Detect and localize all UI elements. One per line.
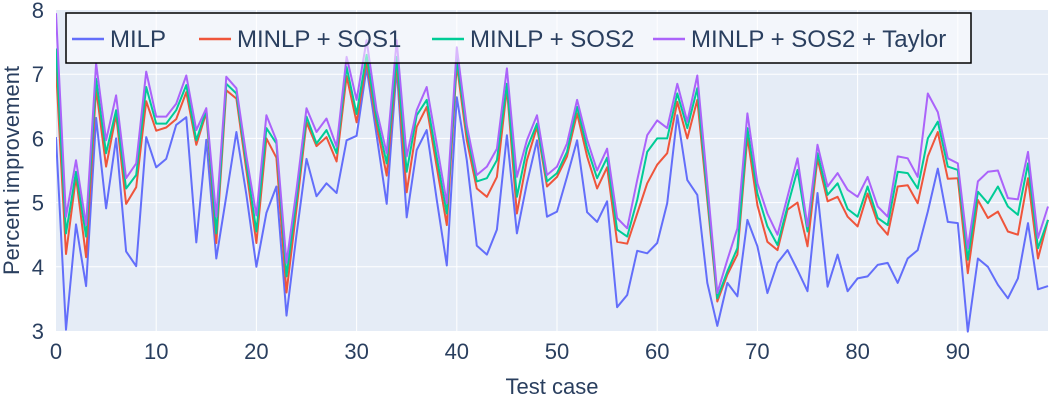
x-tick-label: 40 bbox=[445, 339, 469, 364]
y-tick-label: 4 bbox=[32, 255, 44, 280]
legend-label: MINLP + SOS2 bbox=[470, 26, 634, 53]
y-tick-label: 7 bbox=[32, 62, 44, 87]
legend-item[interactable]: MINLP + SOS2 + Taylor bbox=[653, 26, 946, 53]
x-tick-label: 30 bbox=[344, 339, 368, 364]
y-axis-ticks: 3 4 5 6 7 8 bbox=[32, 0, 44, 344]
legend-item[interactable]: MINLP + SOS1 bbox=[199, 26, 401, 53]
series-line-0 bbox=[56, 66, 1049, 333]
x-tick-label: 10 bbox=[144, 339, 168, 364]
x-axis-ticks: 0 10 20 30 40 50 60 70 80 90 bbox=[50, 339, 970, 364]
legend-label: MINLP + SOS1 bbox=[237, 26, 401, 53]
legend: MILP MINLP + SOS1 MINLP + SOS2 MINLP + SOS2… bbox=[65, 12, 972, 64]
x-tick-label: 70 bbox=[745, 339, 769, 364]
x-tick-label: 50 bbox=[545, 339, 569, 364]
x-tick-label: 20 bbox=[244, 339, 268, 364]
y-tick-label: 5 bbox=[32, 191, 44, 216]
legend-item[interactable]: MINLP + SOS2 bbox=[432, 26, 634, 53]
x-axis-title: Test case bbox=[506, 374, 599, 399]
y-tick-label: 3 bbox=[32, 319, 44, 344]
series-lines bbox=[56, 13, 1049, 333]
x-tick-label: 90 bbox=[946, 339, 970, 364]
x-tick-label: 0 bbox=[50, 339, 62, 364]
y-axis-title: Percent improvement bbox=[0, 66, 24, 275]
x-tick-label: 60 bbox=[645, 339, 669, 364]
legend-label: MINLP + SOS2 + Taylor bbox=[691, 26, 946, 53]
y-tick-label: 8 bbox=[32, 0, 44, 23]
legend-item[interactable]: MILP bbox=[72, 26, 166, 53]
y-tick-label: 6 bbox=[32, 126, 44, 151]
series-line-3 bbox=[56, 13, 1049, 295]
x-tick-label: 80 bbox=[845, 339, 869, 364]
legend-label: MILP bbox=[110, 26, 166, 53]
